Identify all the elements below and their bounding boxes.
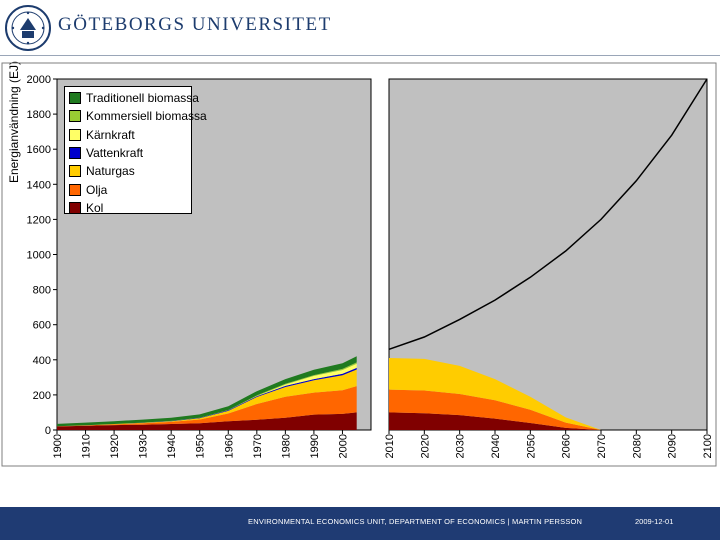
history-area-kol [57,412,357,430]
chart-legend: Traditionell biomassa Kommersiell biomas… [64,86,207,217]
y-tick-label: 800 [33,285,51,297]
y-tick-label: 2000 [27,74,51,86]
legend-label: Vattenkraft [86,146,144,161]
projection-x-tick-label: 2050 [525,434,537,458]
history-x-tick-label: 1960 [223,434,235,458]
y-tick-label: 1800 [27,109,51,121]
legend-label: Olja [86,182,108,197]
legend-label: Kommersiell biomassa [86,109,207,124]
history-x-tick-label: 1940 [166,434,178,458]
legend-swatch [69,92,81,105]
legend-label: Kärnkraft [86,127,135,142]
legend-swatch [69,201,81,214]
legend-item-olja: Olja [69,180,191,198]
legend-swatch [69,147,81,160]
legend-swatch [69,128,81,141]
y-tick-label: 1200 [27,214,51,226]
history-x-tick-label: 1910 [81,434,93,458]
legend-item-kol: Kol [69,199,191,217]
legend-item-traditionell: Traditionell biomassa [69,89,199,107]
university-seal-icon [5,5,51,51]
projection-x-tick-label: 2070 [596,434,608,458]
footer-bar [0,507,720,540]
footer-date: 2009-12-01 [635,517,674,526]
y-tick-label: 1400 [27,179,51,191]
history-x-tick-label: 1980 [280,434,292,458]
y-tick-label: 200 [33,390,51,402]
legend-item-vattenkraft: Vattenkraft [69,144,191,162]
y-tick-label: 600 [33,320,51,332]
history-x-tick-label: 1990 [309,434,321,458]
projection-x-tick-label: 2030 [455,434,467,458]
history-x-tick-label: 2000 [338,434,350,458]
legend-label: Kol [86,200,104,215]
legend-label: Traditionell biomassa [86,91,199,106]
history-x-tick-label: 1970 [252,434,264,458]
footer-credit: ENVIRONMENTAL ECONOMICS UNIT, DEPARTMENT… [248,517,583,526]
history-x-tick-label: 1900 [52,434,64,458]
legend-item-karnkraft: Kärnkraft [69,126,191,144]
history-x-tick-label: 1920 [109,434,121,458]
chart-frame [1,62,717,467]
y-tick-label: 0 [45,425,51,437]
legend-swatch [69,183,81,196]
projection-x-tick-label: 2080 [631,434,643,458]
projection-x-tick-label: 2020 [419,434,431,458]
legend-item-kommersiell: Kommersiell biomassa [69,107,207,125]
legend-label: Naturgas [86,164,135,179]
projection-area-naturgas [389,358,601,430]
history-x-tick-label: 1950 [195,434,207,458]
legend-swatch [69,110,81,123]
projection-x-tick-label: 2040 [490,434,502,458]
legend-item-naturgas: Naturgas [69,162,191,180]
header-divider [0,55,720,56]
legend-swatch [69,165,81,178]
history-area-olja [57,386,357,427]
projection-x-tick-label: 2010 [384,434,396,458]
projection-area-olja [389,389,601,430]
projection-x-tick-label: 2090 [667,434,679,458]
y-tick-label: 1600 [27,144,51,156]
projection-x-tick-label: 2100 [702,434,714,458]
projection-x-tick-label: 2060 [561,434,573,458]
y-tick-label: 400 [33,355,51,367]
projection-area-kol [389,412,601,430]
history-x-tick-label: 1930 [138,434,150,458]
demand-line [388,78,708,351]
university-name: GÖTEBORGS UNIVERSITET [58,14,332,35]
y-tick-label: 1000 [27,250,51,262]
